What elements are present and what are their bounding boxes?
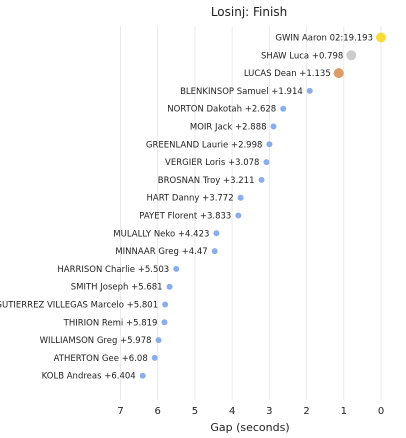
rider-label: VERGIER Loris +3.078 [165,158,259,168]
rider-label: WILLIAMSON Greg +5.978 [40,336,152,346]
rider-label: SHAW Luca +0.798 [261,51,343,61]
rider-point [213,230,220,237]
rider-point [346,50,357,61]
chart-title: Losinj: Finish [211,5,287,19]
rider-point [306,87,313,94]
rider-label: LUCAS Dean +1.135 [244,69,331,79]
x-tick-label: 3 [266,406,272,417]
x-tick-label: 0 [378,406,384,417]
rider-label: MINNAAR Greg +4.47 [115,247,207,257]
rider-point [333,68,344,79]
rider-point [161,319,168,326]
rider-point [376,32,386,43]
rider-point [258,176,265,183]
rider-label: NORTON Dakotah +2.628 [167,105,276,115]
rider-point [280,105,287,112]
x-tick-label: 4 [229,406,235,417]
rider-point [237,194,244,201]
rider-label: GUTIERREZ VILLEGAS Marcelo +5.801 [0,301,158,311]
x-tick-label: 1 [341,406,347,417]
rider-label: THIRION Remi +5.819 [63,318,158,328]
points-layer [139,32,386,379]
rider-label: MULALLY Neko +4.423 [113,229,209,239]
rider-point [270,123,277,130]
rider-point [139,372,146,379]
rider-point [235,212,242,219]
x-tick-labels: 7 6 5 4 3 2 1 0 [117,406,384,417]
rider-label: SMITH Joseph +5.681 [71,283,163,293]
rider-point [155,337,162,344]
rider-point [211,248,218,255]
rider-point [263,159,270,166]
grid-layer [120,26,382,400]
x-axis-title: Gap (seconds) [210,421,289,434]
x-tick-label: 2 [303,406,309,417]
rider-label: BROSNAN Troy +3.211 [158,176,255,186]
rider-point [166,283,173,290]
rider-label: HARRISON Charlie +5.503 [57,265,169,275]
x-tick-label: 5 [192,406,198,417]
rider-point [266,141,273,148]
labels-layer: GWIN Aaron 02:19.193 SHAW Luca +0.798 LUCA… [0,34,373,382]
rider-label: ATHERTON Gee +6.08 [54,354,148,364]
rider-label: GREENLAND Laurie +2.998 [146,140,263,150]
rider-label: PAYET Florent +3.833 [139,212,231,222]
x-tick-label: 6 [155,406,161,417]
rider-label: KOLB Andreas +6.404 [42,372,136,382]
rider-label: GWIN Aaron 02:19.193 [275,34,373,44]
rider-label: MOIR Jack +2.888 [190,123,267,133]
rider-label: HART Danny +3.772 [147,194,234,204]
rider-point [151,354,158,361]
rider-label: BLENKINSOP Samuel +1.914 [180,87,303,97]
rider-point [162,301,169,308]
rider-point [173,265,180,272]
x-tick-label: 7 [117,406,123,417]
